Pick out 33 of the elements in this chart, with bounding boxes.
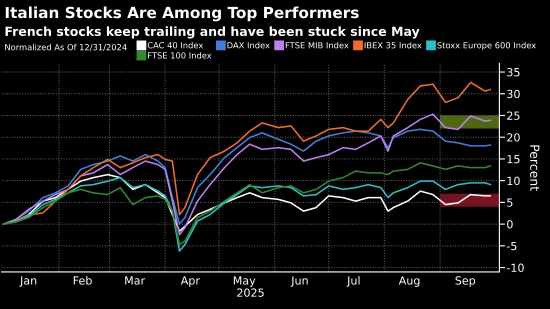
y-tick-label: 5 <box>507 198 512 207</box>
y-tick-label: 0 <box>507 220 513 228</box>
x-tick-label: Jun <box>290 276 308 287</box>
y-tick-label: 30 <box>507 90 520 98</box>
y-tick-label: 35 <box>507 68 520 76</box>
chart-subtitle: French stocks keep trailing and have been stuck since May <box>6 26 420 39</box>
x-tick-label: Jul <box>346 276 360 287</box>
line-series <box>2 113 492 236</box>
y-tick-label: 20 <box>507 133 520 142</box>
x-tick-label: Jan <box>19 276 36 287</box>
x-tick-label: Apr <box>180 276 200 287</box>
legend-label: Stoxx Europe 600 Index <box>437 42 536 50</box>
legend-label: CAC 40 Index <box>148 42 204 48</box>
text: Normalized As Of 12/31/2024 <box>5 44 127 51</box>
line-series <box>2 162 492 246</box>
legend-label: FTSE MIB Index <box>286 42 349 48</box>
x-tick-label: Sep <box>456 276 476 287</box>
x-tick-label: Feb <box>74 276 92 285</box>
y-tick-label: -5 <box>506 242 516 250</box>
legend-label: FTSE 100 Index <box>148 52 212 59</box>
y-tick-label: 25 <box>507 111 520 120</box>
y-tick-label: -10 <box>506 264 524 272</box>
y-tick-label: 10 <box>508 176 520 186</box>
legend-label: DAX Index <box>228 42 270 48</box>
line-series <box>2 82 492 225</box>
x-tick-label: May <box>234 276 256 287</box>
y-tick-label: 15 <box>508 155 520 164</box>
x-axis-title: 2025 <box>237 288 264 297</box>
legend-label: IBEX 35 Index <box>364 42 422 48</box>
x-tick-label: Aug <box>398 276 420 287</box>
y-axis-title: Percent <box>530 145 540 191</box>
x-tick-label: Mar <box>125 276 146 285</box>
chart-title: Italian Stocks Are Among Top Performers <box>6 6 359 22</box>
